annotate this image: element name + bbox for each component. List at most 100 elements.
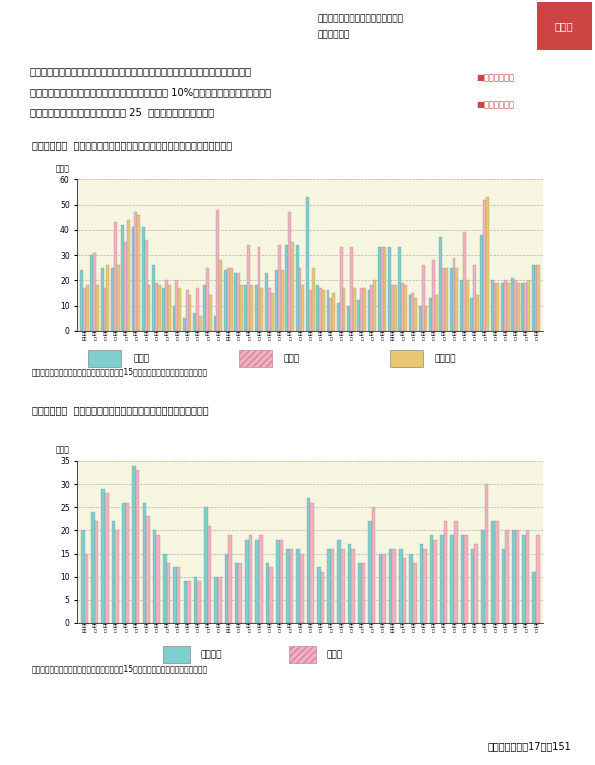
Bar — [306, 197, 309, 330]
Text: 地域によって様々な国民生活の姿と: 地域によって様々な国民生活の姿と — [318, 14, 404, 23]
Bar — [330, 298, 332, 330]
Bar — [403, 558, 406, 623]
Bar — [173, 568, 177, 623]
Bar — [442, 268, 445, 330]
Bar — [368, 521, 372, 623]
Text: 第: 第 — [578, 276, 584, 285]
Bar — [337, 539, 341, 623]
Bar — [291, 243, 294, 330]
Bar — [401, 283, 404, 330]
Bar — [464, 535, 468, 623]
Bar — [286, 245, 289, 330]
Bar — [249, 535, 252, 623]
Bar — [306, 498, 311, 623]
Bar — [275, 270, 278, 330]
Bar — [81, 530, 84, 623]
Bar — [404, 285, 407, 330]
Text: 資料：厚生労働省大臣官房統計情報部「平成15年度地域保健・老人保健事業報告」: 資料：厚生労働省大臣官房統計情報部「平成15年度地域保健・老人保健事業報告」 — [32, 367, 208, 376]
Bar — [504, 280, 507, 330]
Text: 静岡県のように各がん検診受診率が 25  を超えるところもある。: 静岡県のように各がん検診受診率が 25 を超えるところもある。 — [30, 108, 214, 118]
Bar — [414, 298, 417, 330]
Bar — [398, 248, 401, 330]
Bar — [237, 273, 240, 330]
Bar — [450, 535, 454, 623]
Bar — [83, 288, 86, 330]
Bar — [228, 535, 232, 623]
Bar — [265, 563, 270, 623]
Bar — [429, 298, 432, 330]
Text: 胃がん: 胃がん — [133, 354, 149, 363]
Bar — [495, 521, 499, 623]
Bar — [537, 265, 540, 330]
Bar — [112, 521, 115, 623]
Bar — [95, 521, 98, 623]
Bar — [430, 535, 433, 623]
Bar — [162, 288, 165, 330]
Bar — [357, 301, 360, 330]
Bar — [524, 283, 527, 330]
Bar — [371, 285, 373, 330]
Bar — [501, 283, 504, 330]
Bar — [444, 521, 447, 623]
Bar — [224, 270, 227, 330]
Bar — [155, 283, 158, 330]
Bar — [88, 350, 121, 367]
Bar — [391, 285, 394, 330]
Bar — [319, 288, 322, 330]
Bar — [433, 539, 437, 623]
Bar — [302, 285, 304, 330]
Text: 資料：厚生労働省大臣官房統計情報部「平成15年度地域保健・老人保健事業報告」: 資料：厚生労働省大臣官房統計情報部「平成15年度地域保健・老人保健事業報告」 — [32, 664, 208, 673]
Bar — [167, 563, 170, 623]
Bar — [532, 265, 535, 330]
Bar — [265, 273, 268, 330]
Bar — [312, 268, 315, 330]
Bar — [515, 530, 519, 623]
Bar — [360, 288, 363, 330]
Bar — [196, 288, 199, 330]
Text: 厚生労働白書（17）　151: 厚生労働白書（17） 151 — [487, 741, 571, 752]
Bar — [474, 544, 478, 623]
Bar — [494, 283, 496, 330]
Bar — [165, 280, 168, 330]
Bar — [101, 268, 104, 330]
Bar — [204, 507, 208, 623]
Bar — [373, 280, 376, 330]
Bar — [321, 572, 324, 623]
Bar — [235, 563, 239, 623]
Bar — [131, 227, 134, 330]
Bar — [203, 285, 206, 330]
Text: 第２章: 第２章 — [555, 21, 574, 31]
Bar — [419, 305, 422, 330]
Bar — [476, 295, 479, 330]
Bar — [412, 293, 414, 330]
Bar — [126, 503, 129, 623]
Bar — [276, 539, 280, 623]
Bar — [378, 554, 382, 623]
Bar — [245, 285, 248, 330]
Bar — [453, 258, 455, 330]
Bar — [224, 554, 228, 623]
Bar — [389, 549, 392, 623]
Bar — [80, 270, 83, 330]
Bar — [227, 268, 230, 330]
Bar — [522, 535, 526, 623]
Bar — [84, 554, 88, 623]
Bar — [218, 577, 221, 623]
Bar — [481, 530, 485, 623]
Bar — [454, 521, 458, 623]
Bar — [184, 581, 187, 623]
Bar — [177, 568, 180, 623]
Bar — [533, 572, 536, 623]
Bar — [290, 549, 293, 623]
Bar — [496, 283, 499, 330]
Text: 地域の取組み: 地域の取組み — [318, 30, 350, 39]
Text: 図表２５１２  都道府県別　がん検診（子宮がん、乳がん）受診率: 図表２５１２ 都道府県別 がん検診（子宮がん、乳がん）受診率 — [32, 405, 208, 415]
Bar — [214, 316, 217, 330]
Bar — [255, 539, 259, 623]
Bar — [309, 291, 312, 330]
Bar — [289, 646, 316, 663]
Text: 子宮がん: 子宮がん — [201, 650, 222, 659]
Bar — [86, 285, 89, 330]
Bar — [132, 466, 136, 623]
Bar — [137, 215, 140, 330]
